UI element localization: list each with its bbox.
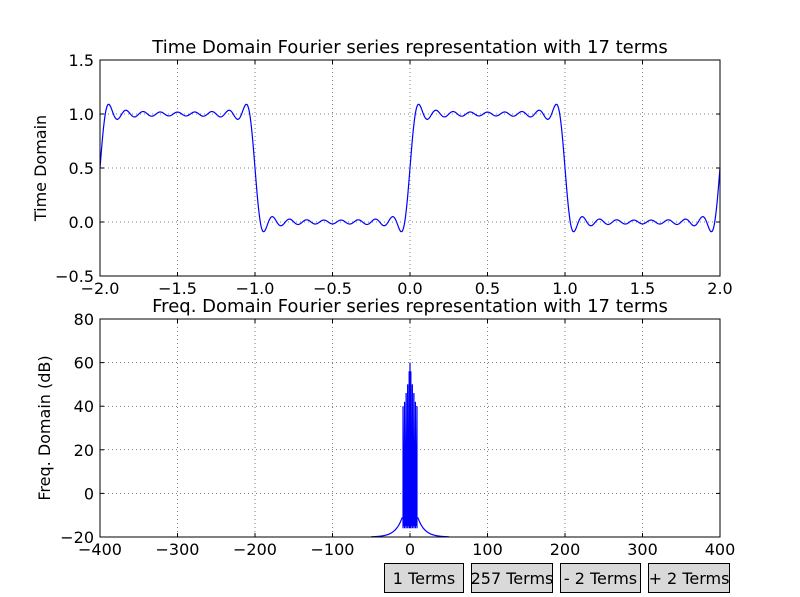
time-xtick-label: −2.0 [81, 279, 120, 298]
freq-skirt-left [371, 517, 403, 537]
one-term-button[interactable]: 1 Terms [384, 563, 464, 593]
time-xtick-label: −1.5 [158, 279, 197, 298]
freq-axes-frame [99, 318, 721, 538]
freq-ytick-label: 60 [74, 354, 94, 373]
freq-title: Freq. Domain Fourier series representati… [152, 296, 668, 317]
time-xtick-label: 2.0 [707, 279, 732, 298]
freq-xtick-label: 0 [405, 540, 415, 559]
freq-ytick-label: −20 [60, 528, 94, 547]
time-title: Time Domain Fourier series representatio… [151, 37, 668, 58]
minus-2-terms-button[interactable]: - 2 Terms [560, 563, 641, 593]
time-xtick-label: −0.5 [313, 279, 352, 298]
freq-xtick-label: 100 [472, 540, 503, 559]
time-axes-frame [99, 59, 721, 277]
time-xtick-label: 0.0 [397, 279, 422, 298]
time-ylabel: Time Domain [31, 115, 50, 222]
freq-ytick-label: 20 [74, 441, 94, 460]
time-xtick-label: 0.5 [475, 279, 500, 298]
freq-ytick-label: 80 [74, 310, 94, 329]
frequency-domain-chart: −400 −300 −200 −100 0 100 200 300 400−2002040608… [35, 296, 735, 559]
freq-xtick-label: −200 [233, 540, 277, 559]
plus-2-terms-button[interactable]: + 2 Terms [648, 563, 730, 593]
time-ytick-label: −0.5 [55, 267, 94, 286]
freq-plot-area [371, 362, 449, 537]
freq-xtick-label: −100 [311, 540, 355, 559]
freq-xtick-label: 400 [705, 540, 736, 559]
time-xtick-label: 1.0 [552, 279, 577, 298]
time-series-line [99, 103, 721, 233]
freq-ylabel: Freq. Domain (dB) [35, 355, 54, 500]
freq-spectrum-line [402, 362, 418, 527]
freq-xtick-label: −400 [78, 540, 122, 559]
257-terms-button[interactable]: 257 Terms [471, 563, 553, 593]
time-xtick-label: 1.5 [630, 279, 655, 298]
time-ytick-label: 1.5 [69, 51, 94, 70]
freq-xtick-label: −300 [156, 540, 200, 559]
time-ytick-label: 1.0 [69, 105, 94, 124]
freq-skirt-right [417, 517, 449, 537]
time-xtick-label: −1.0 [236, 279, 275, 298]
time-ytick-label: 0.5 [69, 159, 94, 178]
freq-xtick-label: 300 [627, 540, 658, 559]
time-domain-chart: −2.0 −1.5 −1.0 −0.5 0.0 0.5 1.0 1.5 2.0 −0.5 0.0 0.… [31, 37, 733, 298]
time-ytick-label: 0.0 [69, 213, 94, 232]
freq-xtick-label: 200 [550, 540, 581, 559]
freq-ytick-label: 40 [74, 397, 94, 416]
freq-ytick-label: 0 [84, 484, 94, 503]
